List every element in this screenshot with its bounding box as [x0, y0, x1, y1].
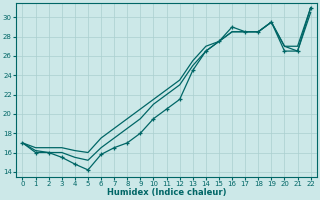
- X-axis label: Humidex (Indice chaleur): Humidex (Indice chaleur): [107, 188, 226, 197]
